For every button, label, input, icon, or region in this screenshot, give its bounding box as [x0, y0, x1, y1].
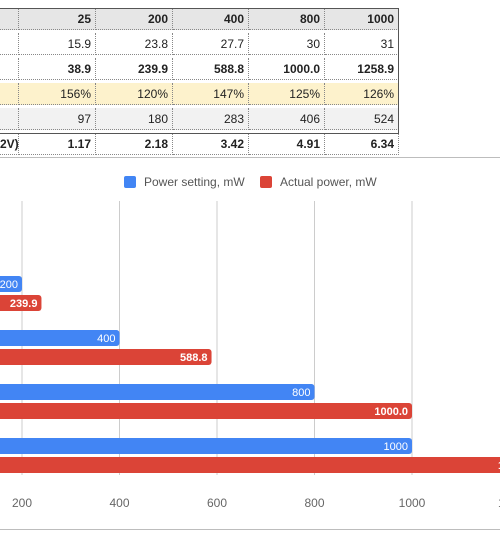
table-row: 156% 120% 147% 125% 126%: [0, 83, 400, 105]
table-cell[interactable]: 200: [96, 8, 173, 30]
table-row: 2V) 1.17 2.18 3.42 4.91 6.34: [0, 133, 400, 155]
bar-actual-power: [0, 349, 212, 365]
table-cell[interactable]: 800: [249, 8, 325, 30]
bar-label-actual-power: 588.8: [180, 352, 208, 364]
table-cell[interactable]: 400: [173, 8, 249, 30]
x-tick-label-edge: 1: [498, 496, 500, 510]
table-row: 97 180 283 406 524: [0, 108, 400, 130]
bar-label-power-setting: 1000: [384, 441, 408, 453]
x-tick-label: 400: [109, 496, 129, 510]
bar-label-actual-power: 1: [498, 460, 500, 472]
row-label-cell[interactable]: [0, 33, 19, 55]
table-cell[interactable]: 2.18: [96, 133, 173, 155]
legend-label-actual: Actual power, mW: [280, 175, 377, 189]
bar-power-setting: [0, 276, 22, 292]
legend-item-setting[interactable]: Power setting, mW: [124, 175, 245, 189]
table-cell[interactable]: 38.9: [19, 58, 96, 80]
table-cell[interactable]: 1000: [325, 8, 399, 30]
table-cell[interactable]: 27.7: [173, 33, 249, 55]
x-tick-label: 200: [12, 496, 32, 510]
table-cell[interactable]: 97: [19, 108, 96, 130]
table-cell[interactable]: 23.8: [96, 33, 173, 55]
table-cell[interactable]: 3.42: [173, 133, 249, 155]
bar-power-setting: [0, 330, 120, 346]
table-cell[interactable]: 1258.9: [325, 58, 399, 80]
table-cell[interactable]: 25: [19, 8, 96, 30]
table-cell[interactable]: 31: [325, 33, 399, 55]
bar-label-power-setting: 400: [97, 333, 115, 345]
bar-power-setting: [0, 384, 315, 400]
legend-swatch-actual: [260, 176, 272, 188]
table-cell[interactable]: 125%: [249, 83, 325, 105]
bar-chart: 20040060080010001200239.9400588.88001000…: [0, 201, 500, 510]
table-cell[interactable]: 283: [173, 108, 249, 130]
x-tick-label: 800: [304, 496, 324, 510]
bar-label-actual-power: 239.9: [10, 298, 38, 310]
table-cell[interactable]: 120%: [96, 83, 173, 105]
table-cell[interactable]: 6.34: [325, 133, 399, 155]
table-row: 15.9 23.8 27.7 30 31: [0, 33, 400, 55]
row-label-cell[interactable]: 2V): [0, 133, 19, 155]
table-header-row: 25 200 400 800 1000: [0, 8, 400, 30]
row-label-cell[interactable]: [0, 108, 19, 130]
legend-item-actual[interactable]: Actual power, mW: [260, 175, 377, 189]
row-label-cell[interactable]: [0, 8, 19, 30]
legend-label-setting: Power setting, mW: [144, 175, 245, 189]
table-cell[interactable]: 15.9: [19, 33, 96, 55]
chart-panel: Power setting, mW Actual power, mW 200 40…: [0, 157, 500, 530]
table-cell[interactable]: 180: [96, 108, 173, 130]
bar-label-actual-power: 1000.0: [374, 406, 408, 418]
table-cell[interactable]: 30: [249, 33, 325, 55]
table-cell[interactable]: 239.9: [96, 58, 173, 80]
bar-actual-power: [0, 457, 500, 473]
bar-label-power-setting: 800: [292, 387, 310, 399]
bar-actual-power: [0, 295, 42, 311]
table-cell[interactable]: 406: [249, 108, 325, 130]
bar-label-power-setting: 200: [0, 279, 18, 291]
table-cell[interactable]: 588.8: [173, 58, 249, 80]
table-cell[interactable]: 147%: [173, 83, 249, 105]
table-cell[interactable]: 156%: [19, 83, 96, 105]
table-cell[interactable]: 4.91: [249, 133, 325, 155]
bar-power-setting: [0, 438, 412, 454]
table-cell[interactable]: 1.17: [19, 133, 96, 155]
table-cell[interactable]: 1000.0: [249, 58, 325, 80]
table-cell[interactable]: 524: [325, 108, 399, 130]
table-row: 38.9 239.9 588.8 1000.0 1258.9: [0, 58, 400, 80]
legend-swatch-setting: [124, 176, 136, 188]
table-cell[interactable]: 126%: [325, 83, 399, 105]
x-tick-label: 600: [207, 496, 227, 510]
x-tick-label: 1000: [399, 496, 426, 510]
bar-actual-power: [0, 403, 412, 419]
row-label-cell[interactable]: [0, 58, 19, 80]
row-label-cell[interactable]: [0, 83, 19, 105]
